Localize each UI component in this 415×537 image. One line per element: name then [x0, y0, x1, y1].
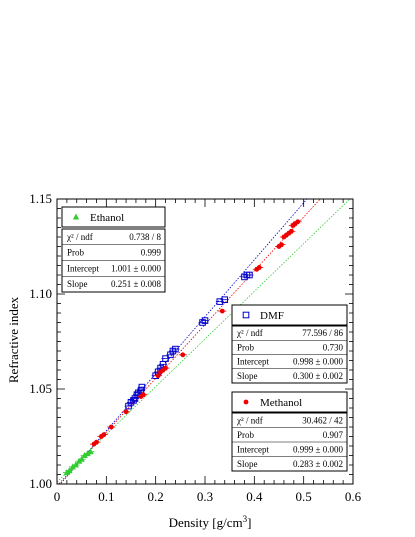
- x-axis-label: Density [g/cm3]: [169, 514, 252, 530]
- y-tick-label: 1.10: [29, 286, 52, 301]
- stats-label-prob: Prob: [237, 342, 255, 352]
- y-tick-label: 1.15: [29, 191, 52, 206]
- x-tick-label: 0.6: [345, 489, 362, 504]
- stats-label-chi2: χ² / ndf: [236, 328, 263, 338]
- stats-value-chi2: 77.596 / 86: [302, 328, 343, 338]
- x-tick-label: 0.1: [98, 489, 114, 504]
- stats-label-chi2: χ² / ndf: [66, 232, 93, 242]
- y-axis-label: Refractive index: [6, 296, 21, 383]
- fit-line-dmf: [59, 199, 308, 484]
- plot-layer: 0 0.1 0.2 0.3 0.4 0.5 0.6 1.00 1.05 1.10 1.15 Ethan…: [29, 191, 362, 504]
- stats-label-chi2: χ² / ndf: [236, 415, 263, 425]
- y-tick-label: 1.05: [29, 381, 52, 396]
- data-point-methanol: [108, 424, 114, 430]
- x-axis-label-suffix: ]: [247, 515, 251, 530]
- data-point-ethanol: [69, 463, 76, 470]
- legend-box-methanol: [231, 391, 348, 413]
- data-point-methanol: [219, 308, 225, 314]
- legend-marker-ethanol: [72, 213, 80, 220]
- legend-marker-dmf: [242, 311, 250, 319]
- legend-label-ethanol: Ethanol: [90, 212, 124, 224]
- data-point-methanol: [279, 242, 284, 248]
- stats-value-slope: 0.283 ± 0.002: [293, 459, 343, 469]
- data-point-methanol: [101, 432, 107, 437]
- stats-label-slope: Slope: [237, 371, 258, 381]
- data-point-ethanol: [72, 461, 79, 468]
- data-point-dmf: [130, 397, 137, 404]
- stats-label-intercept: Intercept: [67, 263, 99, 273]
- stats-label-intercept: Intercept: [237, 357, 269, 367]
- legend-label-methanol: Methanol: [260, 397, 302, 409]
- x-axis-label-main: Density [g/cm: [169, 515, 243, 530]
- stats-value-chi2: 30.462 / 42: [302, 415, 343, 425]
- x-tick-label: 0.3: [197, 489, 213, 504]
- data-point-methanol: [295, 219, 301, 225]
- data-point-methanol: [288, 228, 294, 234]
- data-point-dmf: [138, 383, 146, 391]
- stats-value-intercept: 1.001 ± 0.000: [111, 263, 161, 273]
- legend-box-dmf: [231, 304, 348, 326]
- data-point-methanol: [256, 265, 262, 270]
- x-tick-label: 0: [54, 489, 61, 504]
- stats-label-slope: Slope: [237, 459, 258, 469]
- fit-line-methanol: [58, 199, 321, 484]
- data-point-methanol: [94, 439, 99, 445]
- data-point-methanol: [155, 373, 161, 379]
- data-point-dmf: [201, 317, 209, 324]
- data-point-ethanol: [78, 455, 85, 462]
- data-point-dmf: [246, 271, 253, 279]
- fit-line-ethanol: [57, 199, 351, 483]
- y-tick-label: 1.00: [29, 476, 52, 491]
- data-point-ethanol: [87, 448, 94, 455]
- stats-label-prob: Prob: [237, 430, 255, 440]
- stats-value-slope: 0.300 ± 0.002: [293, 371, 343, 381]
- stats-value-chi2: 0.738 / 8: [129, 232, 161, 242]
- stats-value-slope: 0.251 ± 0.008: [111, 279, 161, 289]
- x-axis-label-sup: 3: [243, 514, 248, 524]
- legend-marker-methanol: [243, 399, 249, 405]
- data-point-methanol: [140, 392, 146, 398]
- stats-value-prob: 0.730: [323, 342, 344, 352]
- data-point-ethanol: [66, 467, 73, 474]
- data-point-dmf: [216, 298, 224, 305]
- x-tick-label: 0.5: [296, 489, 312, 504]
- x-tick-label: 0.4: [246, 489, 263, 504]
- data-point-methanol: [123, 409, 129, 415]
- data-point-methanol: [180, 352, 186, 358]
- data-point-dmf: [172, 345, 179, 353]
- data-point-ethanol: [84, 450, 91, 457]
- stats-label-intercept: Intercept: [237, 444, 269, 454]
- data-point-dmf: [221, 296, 229, 303]
- stats-value-prob: 0.907: [323, 430, 344, 440]
- data-point-methanol: [163, 365, 168, 371]
- data-point-dmf: [137, 387, 145, 395]
- stats-value-prob: 0.999: [141, 248, 162, 258]
- stats-value-intercept: 0.998 ± 0.000: [293, 357, 343, 367]
- legend-label-dmf: DMF: [260, 310, 284, 322]
- stats-label-prob: Prob: [67, 248, 85, 258]
- data-point-dmf: [162, 355, 169, 362]
- data-point-dmf: [131, 395, 139, 402]
- x-tick-label: 0.2: [148, 489, 164, 504]
- stats-label-slope: Slope: [67, 279, 88, 289]
- legend-box-ethanol: [61, 206, 166, 228]
- stats-value-intercept: 0.999 ± 0.000: [293, 444, 343, 454]
- data-point-ethanol: [81, 452, 88, 458]
